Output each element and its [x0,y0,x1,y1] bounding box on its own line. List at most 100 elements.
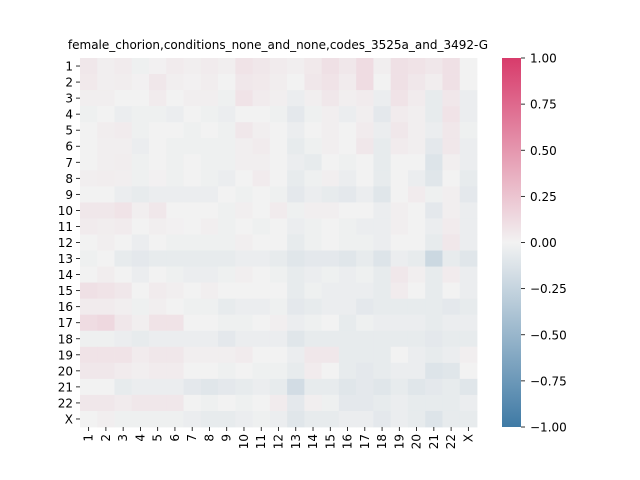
heatmap-cell [356,330,374,348]
heatmap-cell [235,266,254,284]
colorbar-tick-label: −0.25 [530,282,567,296]
heatmap-cell [356,106,374,123]
heatmap-cell [97,186,115,203]
heatmap-cell [407,298,426,316]
heatmap-cell [252,234,271,251]
heatmap-cell [304,298,323,316]
heatmap-cell [235,186,254,203]
heatmap-cell [390,346,409,364]
y-tick-label: 21 [58,380,73,394]
heatmap-cell [425,410,443,428]
heatmap-cell [252,170,271,187]
y-tick-label: 11 [58,220,73,234]
y-tick-label: 7 [65,156,73,170]
heatmap-cell [442,218,461,235]
heatmap-cell [149,58,167,75]
heatmap-cell [442,298,461,316]
heatmap-cell [425,330,443,348]
heatmap-cell [373,58,392,75]
heatmap-cell [114,250,133,267]
heatmap-cell [442,282,461,300]
heatmap-cell [80,106,98,123]
heatmap-cell [304,394,323,412]
heatmap-cell [166,298,184,316]
heatmap-cell [80,250,98,267]
heatmap-cell [425,250,443,267]
heatmap-cell [425,266,443,284]
heatmap-cell [407,282,426,300]
heatmap-cell [390,298,409,316]
heatmap-cell [149,378,167,396]
heatmap-cell [425,314,443,332]
heatmap-cell [390,74,409,91]
heatmap-cell [252,378,271,396]
heatmap-cell [356,314,374,332]
heatmap-cell [269,58,288,75]
heatmap-cell [114,218,133,235]
heatmap-cell [114,410,133,428]
heatmap-cell [356,378,374,396]
heatmap-cell [183,394,202,412]
heatmap-cell [149,74,167,91]
heatmap-cell [373,154,392,171]
heatmap-cell [97,362,115,380]
heatmap-cell [97,58,115,75]
heatmap-cell [218,378,236,396]
heatmap-cell [200,266,219,284]
heatmap-cell [287,282,305,300]
heatmap-cell [235,58,254,75]
heatmap-cell [183,362,202,380]
heatmap-cell [425,122,443,139]
heatmap-cell [373,170,392,187]
heatmap-cell [390,250,409,267]
heatmap-cell [252,154,271,171]
heatmap-cell [166,186,184,203]
heatmap-cell [356,122,374,139]
heatmap-cell [200,106,219,123]
y-tick-label: 4 [65,108,73,122]
y-tick-label: 16 [58,300,73,314]
heatmap-cell [80,186,98,203]
x-tick-label: X [461,434,475,442]
heatmap-cell [269,266,288,284]
heatmap-cell [97,394,115,412]
heatmap-cell [338,74,357,91]
heatmap-cell [287,106,305,123]
x-tick-label: 7 [185,434,199,442]
heatmap-cell [442,90,461,107]
heatmap-cell [114,346,133,364]
heatmap-cell [338,202,357,219]
heatmap-cell [373,410,392,428]
heatmap-cell [407,266,426,284]
heatmap-cell [114,58,133,75]
heatmap-cell [407,410,426,428]
heatmap-cell [97,266,115,284]
heatmap-cell [183,138,202,155]
y-tick-label: 15 [58,284,73,298]
heatmap-cell [269,74,288,91]
heatmap-cell [80,170,98,187]
heatmap-cell [373,330,392,348]
heatmap-cell [218,202,236,219]
heatmap-cell [321,122,340,139]
heatmap-cell [252,394,271,412]
heatmap-cell [218,170,236,187]
heatmap-cell [218,394,236,412]
heatmap-cell [321,282,340,300]
x-tick-label: 6 [168,434,182,442]
heatmap-cell [373,90,392,107]
heatmap-cell [442,122,461,139]
heatmap-cell [166,394,184,412]
heatmap-cell [287,202,305,219]
heatmap-cell [131,410,150,428]
heatmap-cell [218,250,236,267]
heatmap-cell [218,58,236,75]
colorbar-tick-label: −0.75 [530,374,567,388]
heatmap-cell [114,362,133,380]
x-tick-label: 20 [410,434,424,449]
heatmap-cell [200,250,219,267]
heatmap-cell [235,106,254,123]
heatmap-cell [183,346,202,364]
heatmap-cell [183,378,202,396]
heatmap-cell [356,74,374,91]
